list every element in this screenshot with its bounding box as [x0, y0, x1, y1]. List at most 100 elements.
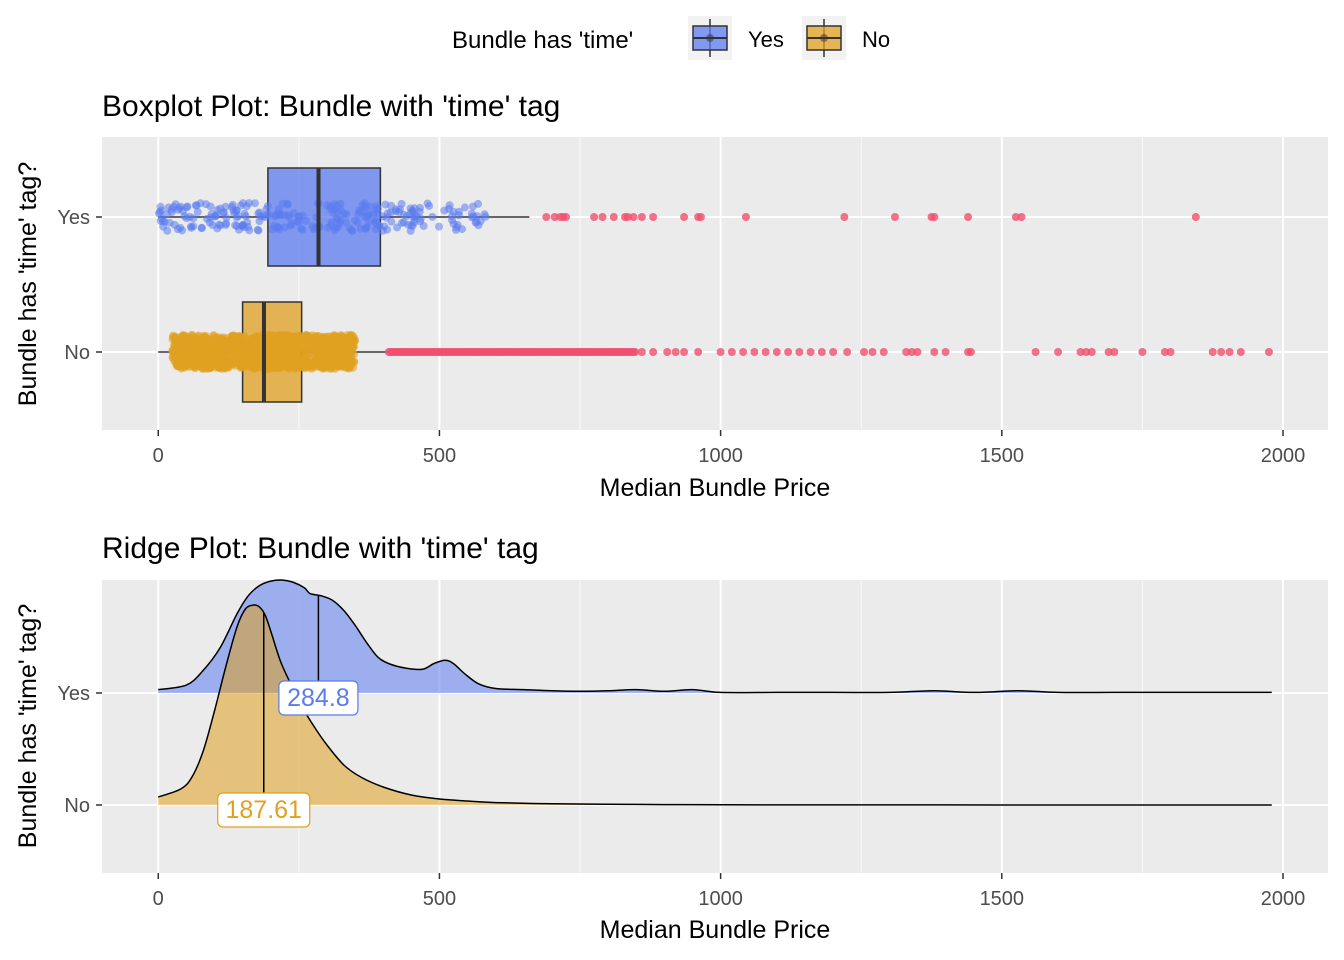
- jitter-point: [336, 199, 345, 208]
- outlier-point: [694, 348, 703, 356]
- density-line: [157, 604, 1272, 806]
- jitter-point: [460, 203, 469, 212]
- jitter-point: [234, 350, 243, 359]
- boxplot-marks: [155, 167, 1273, 403]
- jitter-point: [287, 219, 296, 228]
- jitter-point: [334, 362, 343, 371]
- ridge-ylabel: Bundle has 'time' tag?: [14, 604, 42, 848]
- outlier-point: [966, 348, 975, 356]
- jitter-point: [284, 211, 293, 220]
- jitter-point: [196, 199, 205, 208]
- outlier-point: [879, 348, 888, 356]
- jitter-point: [254, 332, 263, 341]
- jitter-point: [393, 223, 402, 232]
- jitter-point: [394, 207, 403, 216]
- jitter-point: [326, 358, 335, 367]
- density-area: [158, 604, 1272, 805]
- outlier-point: [868, 348, 877, 356]
- jitter-point: [435, 222, 444, 231]
- jitter-point: [361, 225, 370, 234]
- jitter-point: [323, 342, 332, 351]
- outlier-point: [1110, 348, 1119, 356]
- outlier-point: [649, 213, 658, 221]
- jitter-point: [181, 361, 190, 370]
- jitter-point: [270, 351, 279, 360]
- outlier-point: [913, 348, 922, 356]
- jitter-point: [311, 347, 320, 356]
- jitter-point: [250, 199, 259, 208]
- jitter-point: [476, 217, 485, 226]
- jitter-point: [387, 217, 396, 226]
- jitter-point: [216, 204, 225, 213]
- jitter-point: [449, 207, 458, 216]
- jitter-point: [217, 348, 226, 357]
- outlier-point: [860, 348, 869, 356]
- jitter-point: [170, 334, 179, 343]
- legend: Bundle has 'time' Yes No: [452, 16, 890, 60]
- jitter-point: [342, 331, 351, 340]
- jitter-point: [245, 226, 254, 235]
- jitter-point: [416, 214, 425, 223]
- outlier-point: [598, 213, 607, 221]
- jitter-point: [221, 220, 230, 229]
- outlier-point: [795, 348, 804, 356]
- jitter-point: [263, 202, 272, 211]
- jitter-point: [246, 344, 255, 353]
- jitter-point: [331, 223, 340, 232]
- jitter-point: [189, 214, 198, 223]
- boxplot-xlabel: Median Bundle Price: [600, 474, 831, 502]
- outlier-point: [696, 213, 705, 221]
- jitter-point: [410, 204, 419, 213]
- outlier-point: [680, 213, 689, 221]
- outlier-point: [1054, 348, 1063, 356]
- jitter-point: [372, 224, 381, 233]
- legend-key-no: [802, 16, 846, 60]
- outlier-point: [727, 348, 736, 356]
- outlier-point: [1017, 213, 1026, 221]
- jitter-point: [467, 213, 476, 222]
- x-tick-label: 2000: [1261, 445, 1306, 467]
- jitter-point: [189, 222, 198, 231]
- boxplot-ticks: 0 500 1000 1500 2000 Yes No: [57, 207, 1305, 467]
- jitter-point: [169, 202, 178, 211]
- outlier-point: [806, 348, 815, 356]
- jitter-point: [234, 212, 243, 221]
- outlier-point: [1166, 348, 1175, 356]
- jitter-point: [333, 356, 342, 365]
- outlier-point: [1236, 348, 1245, 356]
- legend-label-no: No: [862, 27, 890, 52]
- jitter-point: [244, 199, 253, 208]
- jitter-point: [317, 334, 326, 343]
- outlier-point: [761, 348, 770, 356]
- outlier-point: [784, 348, 793, 356]
- jitter-point: [204, 338, 213, 347]
- jitter-point: [253, 225, 262, 234]
- jitter-point: [168, 353, 177, 362]
- legend-label-yes: Yes: [748, 27, 784, 52]
- outlier-point: [902, 348, 911, 356]
- jitter-point: [283, 199, 292, 208]
- outlier-point: [840, 213, 849, 221]
- jitter-point: [303, 359, 312, 368]
- jitter-point: [312, 359, 321, 368]
- jitter-point: [178, 342, 187, 351]
- ridge-marks: 284.8 187.61: [157, 579, 1272, 828]
- x-tick-label: 1500: [980, 445, 1025, 467]
- jitter-point: [423, 199, 432, 208]
- jitter-point: [237, 360, 246, 369]
- ridge-title: Ridge Plot: Bundle with 'time' tag: [102, 532, 539, 565]
- jitter-point: [350, 216, 359, 225]
- ridge-ticks: 0 500 1000 1500 2000 Yes No: [57, 683, 1305, 910]
- jitter-point: [252, 352, 261, 361]
- jitter-point: [203, 363, 212, 372]
- jitter-point: [343, 359, 352, 368]
- jitter-point: [240, 332, 249, 341]
- jitter-point: [215, 220, 224, 229]
- jitter-point: [250, 339, 259, 348]
- jitter-point: [365, 210, 374, 219]
- legend-key-yes: [688, 16, 732, 60]
- ridge-xlabel: Median Bundle Price: [600, 916, 831, 944]
- outlier-point: [1087, 348, 1096, 356]
- outlier-point: [637, 348, 646, 356]
- jitter-point: [373, 204, 382, 213]
